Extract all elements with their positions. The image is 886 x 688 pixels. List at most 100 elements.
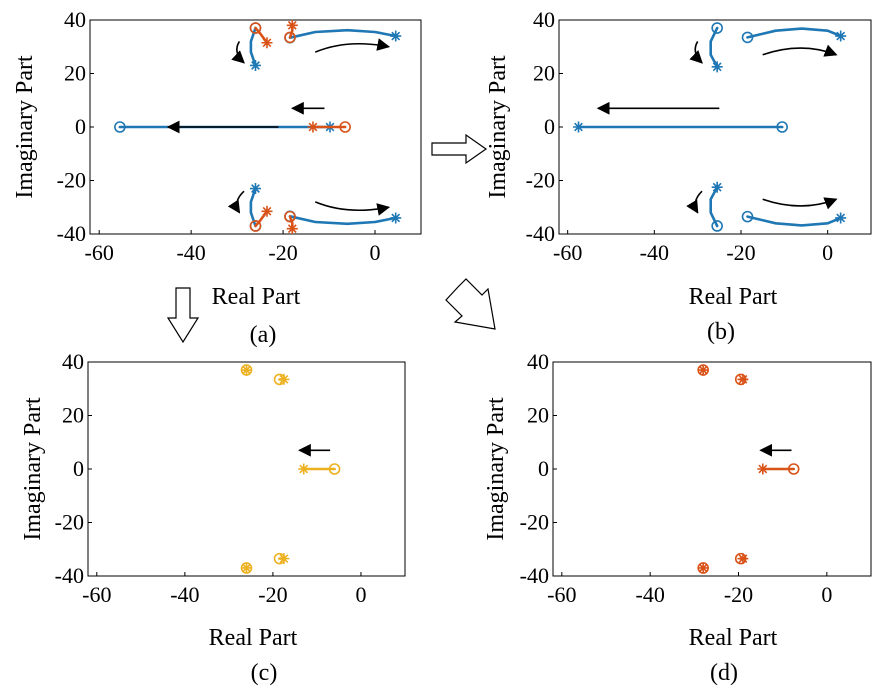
zero-marker-b-4 — [711, 220, 723, 232]
xlabel-d: Real Part — [689, 625, 778, 651]
ytick-label-a-4: 40 — [64, 7, 86, 32]
direction-arrow-b-3 — [689, 40, 703, 64]
zero-marker-a-9 — [284, 210, 296, 223]
pole-marker-c-3 — [278, 373, 290, 385]
ytick-label-c-1: -20 — [55, 510, 84, 535]
data-a — [114, 19, 402, 235]
locus-b-4 — [709, 185, 719, 228]
pole-marker-b-0 — [573, 121, 584, 133]
pole-marker-b-3 — [711, 61, 723, 73]
pole-marker-b-2 — [835, 212, 847, 224]
zero-marker-b-1 — [741, 31, 754, 44]
zero-marker-a-5 — [339, 121, 351, 133]
pole-marker-a-4 — [250, 183, 261, 195]
ytick-label-d-1: -20 — [520, 510, 549, 535]
ytick-label-c-3: 20 — [62, 403, 84, 428]
ylabel-c: Imaginary Part — [20, 397, 46, 541]
locus-b-1 — [746, 27, 842, 39]
pole-marker-c-2 — [241, 562, 252, 574]
pole-marker-d-0 — [757, 463, 769, 475]
direction-arrow-a-3 — [314, 201, 391, 216]
xtick-label-a-3: 0 — [370, 240, 381, 265]
data-d — [697, 364, 800, 574]
ytick-label-c-4: 40 — [62, 349, 84, 374]
caption-a: (a) — [250, 322, 277, 348]
caption-b: (b) — [707, 319, 735, 345]
pole-marker-a-9 — [286, 223, 298, 235]
zero-marker-a-7 — [249, 220, 262, 232]
data-b — [573, 22, 847, 232]
pole-marker-d-2 — [697, 562, 709, 574]
ytick-label-d-4: 40 — [527, 349, 549, 374]
xtick-label-a-0: -60 — [85, 240, 114, 265]
xtick-label-d-2: -20 — [724, 582, 753, 607]
ytick-label-a-0: -40 — [57, 221, 86, 246]
ytick-label-b-3: 20 — [533, 61, 555, 86]
pole-marker-c-0 — [298, 463, 310, 475]
pole-marker-b-4 — [711, 181, 723, 193]
transition-arrow-a-to-d-icon — [445, 278, 496, 330]
pole-marker-a-7 — [261, 205, 273, 217]
xtick-label-b-3: 0 — [822, 240, 833, 265]
zero-marker-c-0 — [328, 463, 341, 475]
pole-marker-d-3 — [737, 373, 749, 385]
ytick-label-a-3: 20 — [64, 61, 86, 86]
xtick-label-b-2: -20 — [726, 240, 755, 265]
direction-arrow-b-4 — [686, 190, 703, 214]
pole-marker-d-1 — [697, 364, 709, 376]
pole-marker-a-2 — [390, 212, 402, 224]
direction-arrow-a-5 — [227, 190, 245, 214]
ylabel-a: Imaginary Part — [12, 55, 38, 199]
xtick-label-c-3: 0 — [355, 582, 366, 607]
locus-b-3 — [709, 26, 719, 69]
ytick-label-b-1: -20 — [526, 168, 555, 193]
locus-b-2 — [746, 215, 842, 227]
pole-marker-a-8 — [286, 19, 298, 31]
direction-arrow-b-1 — [762, 44, 838, 57]
pole-marker-a-6 — [261, 37, 273, 49]
caption-c: (c) — [251, 660, 278, 686]
xlabel-a: Real Part — [212, 284, 301, 310]
ytick-label-b-2: 0 — [544, 114, 555, 139]
plot-area-c — [87, 361, 406, 577]
pole-marker-a-5 — [307, 121, 319, 133]
direction-arrow-b-2 — [762, 197, 838, 210]
ytick-label-b-0: -40 — [526, 221, 555, 246]
ylabel-b: Imaginary Part — [485, 55, 511, 199]
pole-marker-c-1 — [241, 364, 252, 376]
pole-marker-c-4 — [278, 553, 290, 565]
xtick-label-a-1: -40 — [176, 240, 205, 265]
pole-marker-a-1 — [390, 30, 402, 42]
zero-marker-a-6 — [249, 22, 262, 34]
xtick-label-b-0: -60 — [553, 240, 582, 265]
xlabel-c: Real Part — [209, 625, 298, 651]
ytick-label-d-2: 0 — [538, 456, 549, 481]
zero-marker-b-0 — [776, 121, 788, 133]
pole-marker-d-4 — [737, 553, 749, 565]
transition-arrow-a-to-c-icon — [166, 287, 200, 344]
xtick-label-c-2: -20 — [258, 582, 287, 607]
zero-marker-d-0 — [787, 463, 800, 475]
zero-marker-a-0 — [114, 121, 126, 133]
data-c — [240, 364, 341, 574]
zero-marker-b-3 — [711, 22, 723, 34]
xtick-label-b-1: -40 — [640, 240, 669, 265]
ytick-label-b-4: 40 — [533, 7, 555, 32]
plot-area-d — [552, 361, 872, 577]
ytick-label-c-0: -40 — [55, 563, 84, 588]
zero-marker-a-8 — [284, 31, 296, 44]
ytick-label-c-2: 0 — [73, 456, 84, 481]
xtick-label-c-1: -40 — [170, 582, 199, 607]
zero-marker-b-2 — [741, 210, 754, 223]
xtick-label-c-0: -60 — [82, 582, 111, 607]
direction-arrow-a-2 — [314, 38, 391, 53]
ytick-label-d-0: -40 — [520, 563, 549, 588]
xtick-label-a-2: -20 — [268, 240, 297, 265]
locus-a-3 — [249, 26, 257, 67]
